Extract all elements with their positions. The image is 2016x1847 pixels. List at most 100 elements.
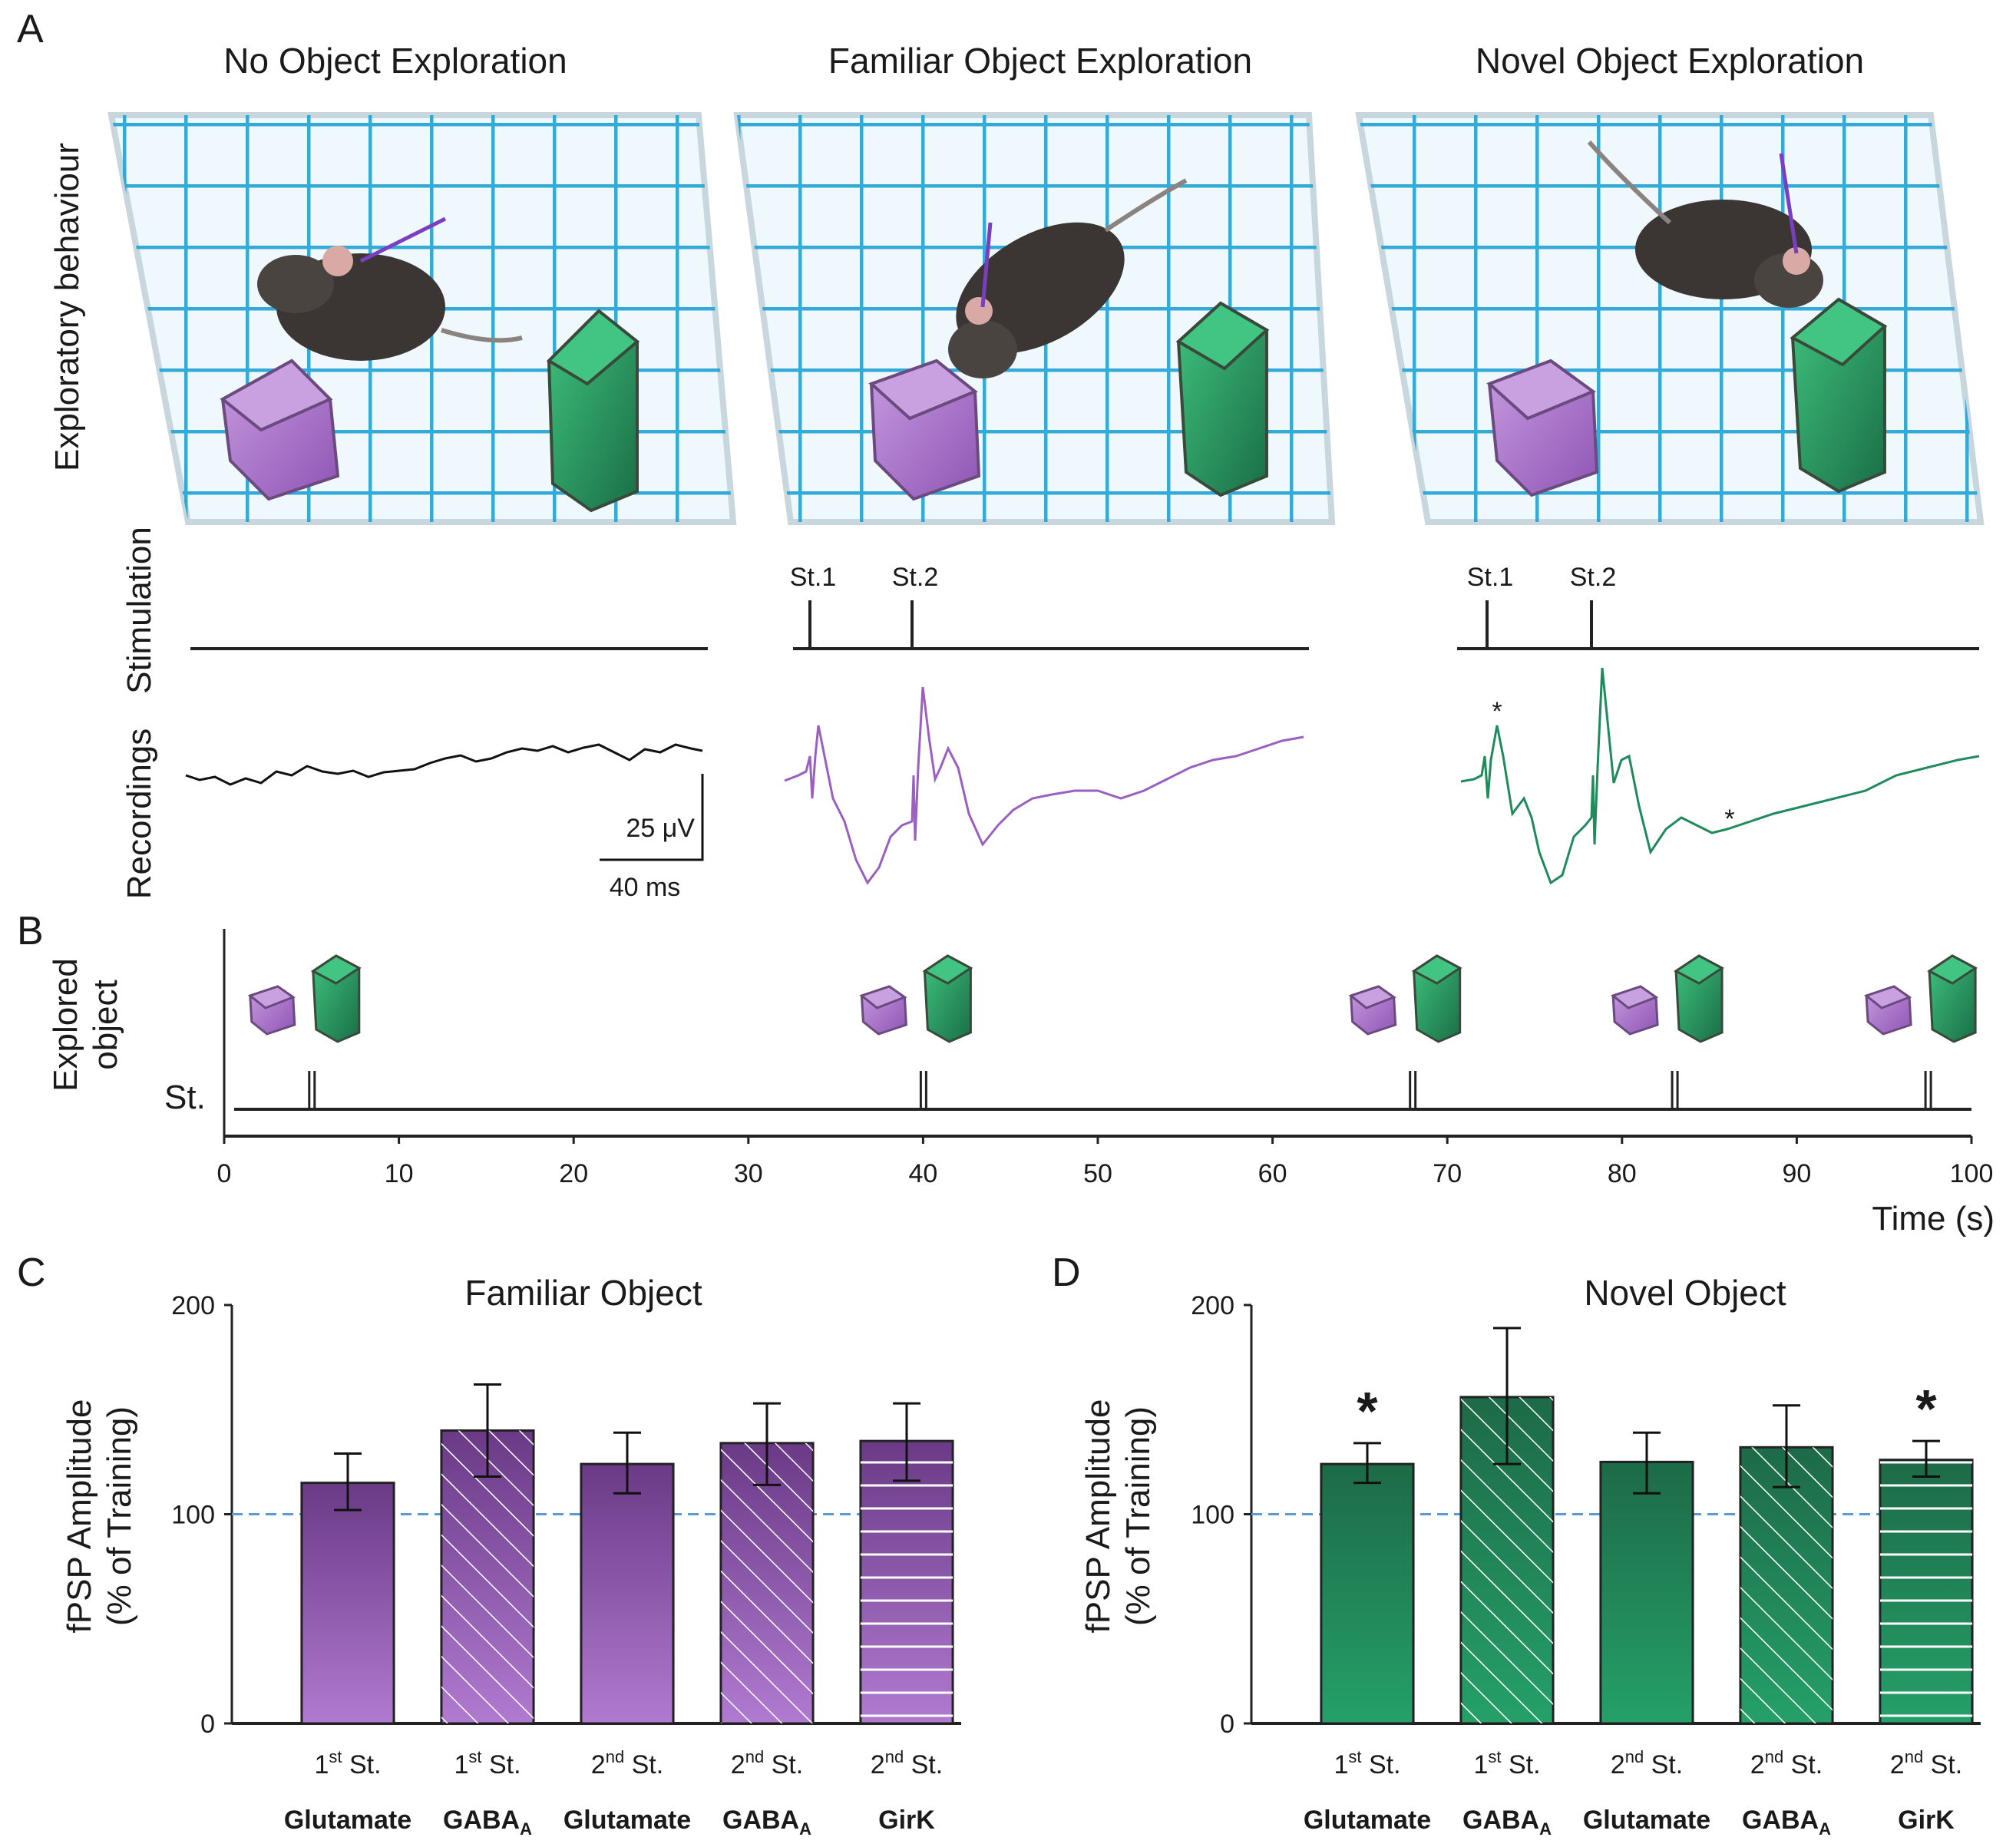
explored-green-object: [1927, 954, 1978, 1043]
receptor-name: Glutamate: [1583, 1806, 1710, 1835]
stim-order-label: 2nd St.: [1750, 1747, 1823, 1779]
green-object-top: [310, 954, 362, 985]
stim-order-label: 1st St.: [314, 1747, 381, 1779]
scale-bar: [600, 774, 704, 861]
receptor-subscript: A: [1819, 1819, 1831, 1839]
panel-c-title: Familiar Object: [464, 1273, 702, 1313]
panel-b-xlabel: Time (s): [1872, 1200, 1995, 1237]
receptor-label: GABAA: [722, 1806, 811, 1839]
stim-suffix: St.: [764, 1750, 803, 1779]
green-object-top: [1674, 954, 1724, 985]
receptor-label: Glutamate: [1583, 1806, 1710, 1835]
x-tick-label: 100: [1950, 1159, 1994, 1188]
stim-order-label: 2nd St.: [731, 1747, 803, 1779]
stim-ordinal: nd: [1625, 1747, 1644, 1766]
mouse: [1587, 140, 1823, 308]
receptor-name: GABA: [443, 1806, 520, 1835]
bar: [1599, 1460, 1694, 1725]
y-tick-label: 200: [1191, 1291, 1234, 1320]
stim-ordinal: nd: [885, 1747, 904, 1766]
stim-label-familiar-st1: St.1: [790, 563, 836, 592]
stim-trace-novel: [1457, 600, 1979, 650]
x-tick-label: 80: [1608, 1159, 1637, 1188]
receptor-label: GABAA: [1462, 1806, 1552, 1839]
mouse: [257, 216, 523, 361]
green-object-top: [1411, 954, 1462, 985]
x-tick-label: 40: [908, 1159, 937, 1188]
stim-suffix: St.: [904, 1750, 943, 1779]
stim-suffix: St.: [342, 1750, 382, 1779]
panel-b-stim-group: [308, 1071, 1932, 1109]
x-tick-label: 0: [217, 1159, 232, 1188]
x-tick-label: 90: [1782, 1159, 1811, 1188]
explored-green-object: [1674, 954, 1724, 1043]
stim-label-familiar-st2: St.2: [892, 563, 938, 592]
receptor-subscript: A: [1539, 1819, 1552, 1839]
panel-b-ylabel-1: Explored: [47, 958, 84, 1092]
y-tick-label: 200: [171, 1291, 215, 1320]
stim-number: 1: [1473, 1750, 1488, 1779]
title-no-object: No Object Exploration: [223, 41, 567, 81]
panel-d-ylabel-1: fPSP Amplitude: [1079, 1399, 1117, 1634]
panel-c-ylabel-2: (% of Training): [101, 1406, 138, 1626]
stim-trace-familiar: [793, 600, 1309, 650]
stim-order-label: 1st St.: [454, 1747, 521, 1779]
purple-object-top: [247, 985, 296, 1009]
row-label-recordings: Recordings: [121, 729, 158, 900]
purple-object-top: [859, 985, 907, 1009]
purple-object: [1486, 358, 1599, 497]
stim-order-label: 1st St.: [1334, 1747, 1400, 1779]
panel-c-ylabel-1: fPSP Amplitude: [61, 1399, 98, 1634]
sig-marker-novel-late: *: [1724, 805, 1734, 834]
purple-object-top: [1348, 985, 1396, 1009]
receptor-label: Glutamate: [1304, 1806, 1431, 1835]
explored-purple-object: [1610, 985, 1659, 1036]
stim-order-label: 2nd St.: [871, 1747, 943, 1779]
significance-marker: *: [1357, 1381, 1378, 1441]
receptor-name: GirK: [878, 1806, 935, 1835]
stim-suffix: St.: [1502, 1750, 1541, 1779]
recording-trace-familiar: [784, 686, 1304, 885]
title-novel-object: Novel Object Exploration: [1476, 41, 1864, 81]
recording-trace-novel: [1460, 667, 1980, 885]
panel-b-object-group: [247, 954, 1978, 1043]
stim-ordinal: st: [329, 1747, 342, 1766]
panel-d-label: D: [1052, 1251, 1081, 1295]
receptor-name: Glutamate: [563, 1806, 691, 1835]
y-tick-label: 0: [1220, 1710, 1234, 1739]
panel-b-stim-label: St.: [164, 1079, 206, 1116]
purple-object: [220, 358, 340, 501]
stim-label-novel-st2: St.2: [1570, 563, 1616, 592]
panel-a-label: A: [17, 7, 44, 51]
explored-green-object: [1411, 954, 1462, 1043]
green-object-top: [1927, 954, 1978, 985]
stim-order-label: 2nd St.: [1611, 1747, 1683, 1779]
stim-number: 1: [1334, 1750, 1348, 1779]
stim-order-label: 1st St.: [1473, 1747, 1540, 1779]
stim-number: 2: [1750, 1750, 1765, 1779]
green-object: [546, 309, 640, 513]
explored-purple-object: [859, 985, 907, 1036]
stim-ordinal: nd: [1765, 1747, 1783, 1766]
stim-ordinal: st: [1348, 1747, 1361, 1766]
explored-green-object: [310, 954, 362, 1043]
x-tick-label: 30: [734, 1159, 763, 1188]
stim-order-label: 2nd St.: [591, 1747, 663, 1779]
x-tick-label: 60: [1258, 1159, 1287, 1188]
panel-b-label: B: [17, 909, 44, 953]
stim-suffix: St.: [1783, 1750, 1823, 1779]
receptor-subscript: A: [799, 1819, 811, 1839]
stim-number: 2: [1611, 1750, 1625, 1779]
stimulation-traces: [190, 600, 1979, 650]
receptor-label: GABAA: [1742, 1806, 1831, 1839]
stim-ordinal: st: [1488, 1747, 1501, 1766]
purple-object: [868, 358, 981, 501]
purple-object-top: [1610, 985, 1659, 1009]
purple-object-top: [1864, 985, 1912, 1009]
y-tick-label: 100: [171, 1501, 215, 1530]
y-tick-label: 100: [1191, 1501, 1234, 1530]
stim-number: 2: [871, 1750, 885, 1779]
receptor-name: GABA: [1462, 1806, 1539, 1835]
